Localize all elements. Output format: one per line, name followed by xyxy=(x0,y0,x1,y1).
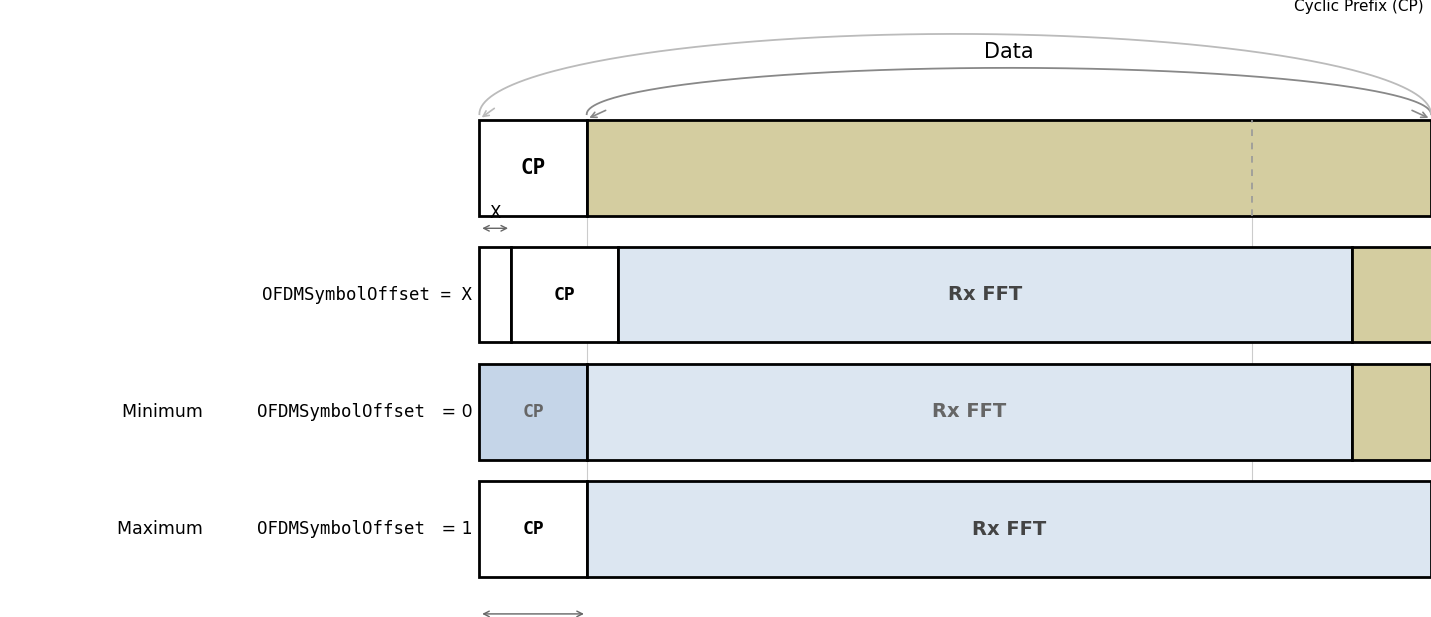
Text: Cyclic Prefix (CP): Cyclic Prefix (CP) xyxy=(1294,0,1424,14)
Bar xyxy=(479,120,587,216)
Text: CP: CP xyxy=(522,403,544,421)
Bar xyxy=(479,247,511,342)
Bar xyxy=(1352,364,1431,460)
Bar xyxy=(479,364,587,460)
Text: Maximum: Maximum xyxy=(117,520,207,538)
Bar xyxy=(511,247,618,342)
Bar xyxy=(479,481,587,577)
Bar xyxy=(618,247,1352,342)
Text: Rx FFT: Rx FFT xyxy=(949,285,1022,304)
Text: CP: CP xyxy=(554,286,575,304)
Text: Minimum: Minimum xyxy=(122,403,207,421)
Text: Rx FFT: Rx FFT xyxy=(972,520,1046,539)
Text: Rx FFT: Rx FFT xyxy=(933,402,1006,421)
Text: OFDMSymbolOffset: OFDMSymbolOffset xyxy=(258,520,425,538)
Bar xyxy=(587,120,1431,216)
Bar xyxy=(1352,247,1431,342)
Text: OFDMSymbolOffset = X: OFDMSymbolOffset = X xyxy=(262,286,472,304)
Text: CP: CP xyxy=(522,520,544,538)
Bar xyxy=(587,364,1352,460)
Text: = 1: = 1 xyxy=(435,520,472,538)
Text: = 0: = 0 xyxy=(435,403,472,421)
Text: CP: CP xyxy=(521,158,545,178)
Text: X: X xyxy=(489,204,501,222)
Text: Data: Data xyxy=(985,43,1033,62)
Text: OFDMSymbolOffset: OFDMSymbolOffset xyxy=(258,403,425,421)
Bar xyxy=(587,481,1431,577)
